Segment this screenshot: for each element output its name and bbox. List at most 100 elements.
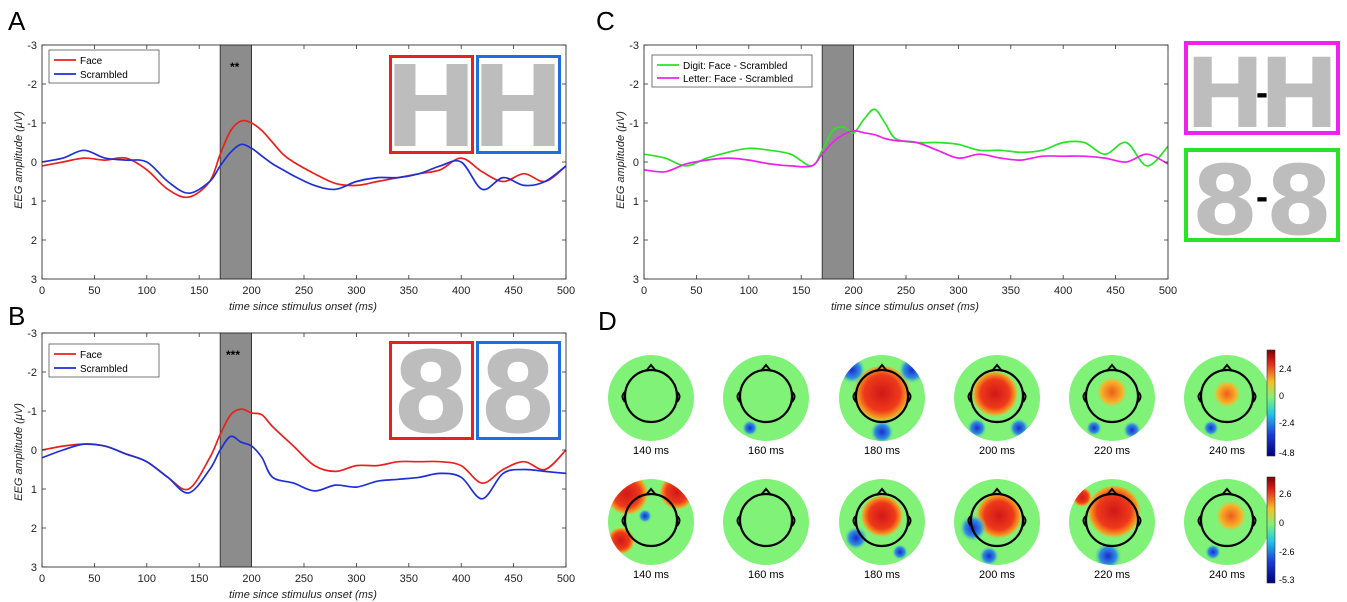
left-ear xyxy=(1082,515,1087,527)
topomap-time-label: 200 ms xyxy=(979,569,1016,581)
head-outline xyxy=(969,492,1025,548)
legend-label-scrambled: Scrambled xyxy=(80,364,128,375)
stimulus-glyph: H xyxy=(1259,38,1339,150)
legend-box xyxy=(48,49,160,84)
activation-blob xyxy=(1123,421,1141,439)
left-ear xyxy=(967,515,972,527)
nose xyxy=(1106,363,1118,372)
colorbar-tick: -5.3 xyxy=(1279,575,1295,585)
topomap-time-label: 160 ms xyxy=(748,569,785,581)
right-ear xyxy=(1137,515,1142,527)
nose xyxy=(1221,487,1233,496)
y-tick-label: 0 xyxy=(31,445,37,457)
activation-blob xyxy=(638,509,652,523)
y-tick-label: 2 xyxy=(31,235,37,247)
scrambled-stimulus-frame xyxy=(476,341,561,440)
x-axis-label: time since stimulus onset (ms) xyxy=(831,301,979,313)
panel-letter-a: A xyxy=(8,6,26,36)
nose xyxy=(876,363,888,372)
head-outline xyxy=(738,368,794,424)
minus-sign: - xyxy=(1256,181,1268,216)
activation-blob xyxy=(1072,488,1092,508)
stimulus-glyph: 8 xyxy=(1192,145,1259,257)
face-stimulus-frame xyxy=(389,341,474,440)
y-tick-label: 1 xyxy=(31,196,37,208)
head-outline xyxy=(1084,492,1140,548)
topomap-time-label: 160 ms xyxy=(748,445,785,457)
nose xyxy=(991,363,1003,372)
y-tick-label: 3 xyxy=(31,274,37,286)
scalp-background xyxy=(723,479,809,565)
x-tick-label: 100 xyxy=(138,285,156,297)
y-tick-label: -3 xyxy=(27,328,37,340)
colorbar-tick: -4.8 xyxy=(1279,448,1295,458)
x-tick-label: 50 xyxy=(88,573,100,585)
x-tick-label: 350 xyxy=(400,285,418,297)
topomap: 240 ms xyxy=(1184,355,1270,457)
panel-b: 0 50 100 150 200 250 300 350 400 450 500 -3 -2 -1 0 1 2 3… xyxy=(13,328,575,601)
head-outline xyxy=(623,368,679,424)
y-tick-label: 1 xyxy=(633,196,639,208)
x-axis-label: time since stimulus onset (ms) xyxy=(229,301,377,313)
right-ear xyxy=(1137,391,1142,403)
right-ear xyxy=(1252,391,1257,403)
topomap-time-label: 240 ms xyxy=(1209,445,1246,457)
y-axis-label: EEG amplitude (μV) xyxy=(13,111,25,209)
activation-blob xyxy=(1094,542,1122,565)
nose xyxy=(876,487,888,496)
head-outline xyxy=(854,368,910,424)
activation-blob xyxy=(742,420,758,436)
topomap-time-label: 180 ms xyxy=(864,569,901,581)
y-tick-label: 0 xyxy=(31,157,37,169)
left-ear xyxy=(852,515,857,527)
nose xyxy=(760,487,772,496)
legend-label-scrambled: Scrambled xyxy=(80,70,128,81)
y-tick-label: -1 xyxy=(629,118,639,130)
x-tick-label: 100 xyxy=(138,573,156,585)
y-tick-label: 2 xyxy=(633,235,639,247)
stimulus-glyph: H xyxy=(384,43,478,173)
panel-c-series-1-line xyxy=(643,129,1169,173)
topomap-time-label: 140 ms xyxy=(633,445,670,457)
x-tick-label: 450 xyxy=(504,285,522,297)
y-tick-label: 3 xyxy=(31,562,37,574)
head-outline xyxy=(969,368,1025,424)
right-ear xyxy=(1022,515,1027,527)
right-ear xyxy=(676,515,681,527)
right-ear xyxy=(1022,391,1027,403)
x-tick-label: 500 xyxy=(557,285,575,297)
panel-letter-c: C xyxy=(596,6,615,36)
nose xyxy=(760,363,772,372)
head-outline xyxy=(623,492,679,548)
colorbar-bottom: 2.6 0 -2.6 -5.3 xyxy=(1266,476,1295,585)
panel-b-legend: Face Scrambled xyxy=(48,343,160,378)
left-ear xyxy=(1197,391,1202,403)
left-ear xyxy=(852,391,857,403)
activation-blob xyxy=(971,372,1019,420)
left-ear xyxy=(621,515,626,527)
topomap: 220 ms xyxy=(1069,355,1155,457)
left-ear xyxy=(736,391,741,403)
x-tick-label: 450 xyxy=(1106,285,1124,297)
x-tick-label: 300 xyxy=(949,285,967,297)
topomap-grid: 140 ms 160 ms 180 ms 200 ms 220 ms 240 ms 140 … xyxy=(608,355,1270,581)
activation-blob xyxy=(608,528,635,556)
panel-a-shaded-window xyxy=(219,44,253,280)
y-tick-label: -3 xyxy=(27,40,37,52)
legend-label-face: Face xyxy=(80,350,103,361)
activation-blob xyxy=(1009,418,1029,438)
digit-difference-stimulus: 8 - 8 xyxy=(1184,145,1340,257)
letter-difference-stimulus: H - H xyxy=(1184,38,1340,150)
topomap-time-label: 180 ms xyxy=(864,445,901,457)
x-tick-label: 100 xyxy=(740,285,758,297)
nose xyxy=(645,487,657,496)
right-ear xyxy=(791,515,796,527)
topomap: 240 ms xyxy=(1184,479,1270,581)
minus-sign: - xyxy=(1256,77,1268,112)
colorbar-top: 2.4 0 -2.4 -4.8 xyxy=(1266,349,1295,458)
panel-c-shaded-window xyxy=(821,44,854,280)
right-ear xyxy=(1252,515,1257,527)
x-axis-label: time since stimulus onset (ms) xyxy=(229,589,377,601)
activation-blob xyxy=(659,479,694,512)
